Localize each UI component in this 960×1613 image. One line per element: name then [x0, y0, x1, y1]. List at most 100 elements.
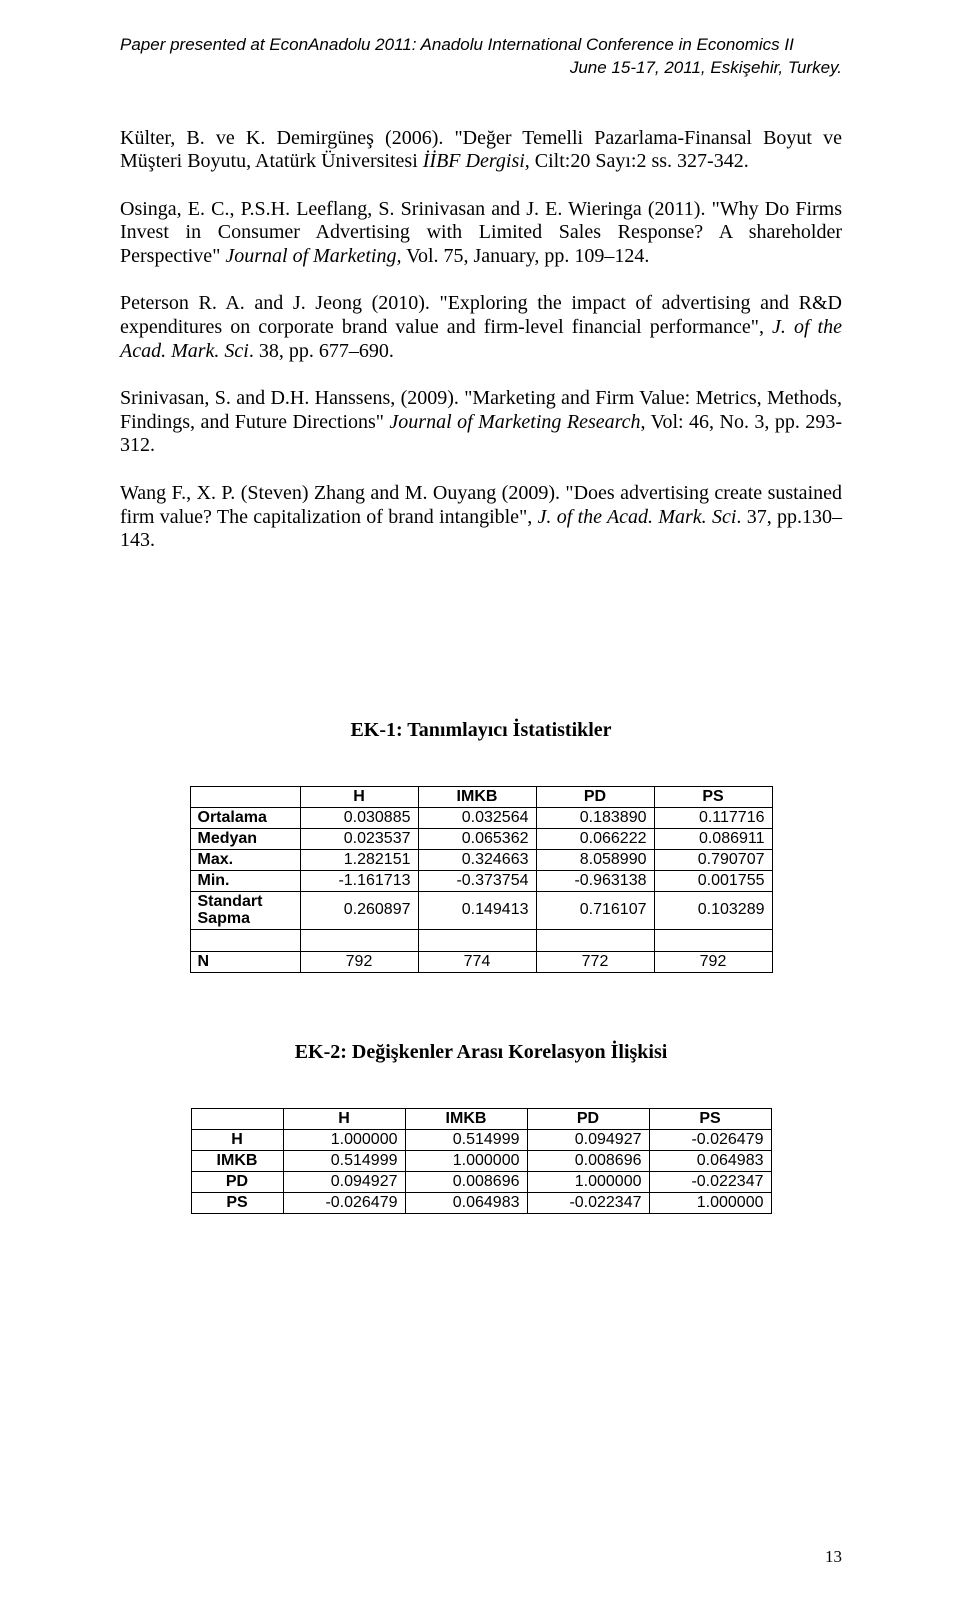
cell: 0.514999	[283, 1151, 405, 1172]
ref-italic: İİBF Dergisi	[423, 150, 525, 172]
ref-text: . 38, pp. 677–690.	[249, 340, 394, 362]
cell: 792	[654, 952, 772, 973]
cell: 0.064983	[649, 1151, 771, 1172]
cell: 1.000000	[649, 1193, 771, 1214]
correlation-table: H IMKB PD PS H 1.000000 0.514999 0.09492…	[191, 1108, 772, 1214]
cell: 0.149413	[418, 891, 536, 929]
reference-3: Peterson R. A. and J. Jeong (2010). "Exp…	[120, 292, 842, 363]
cell: 0.103289	[654, 891, 772, 929]
cell: 0.032564	[418, 807, 536, 828]
col-h: H	[300, 786, 418, 807]
cell: -0.373754	[418, 870, 536, 891]
page: Paper presented at EconAnadolu 2011: Ana…	[0, 0, 960, 1613]
cell: 0.008696	[527, 1151, 649, 1172]
cell: 0.790707	[654, 849, 772, 870]
cell: 0.066222	[536, 828, 654, 849]
ref-italic: J. of the Acad. Mark. Sci	[538, 506, 737, 528]
row-label: Max.	[190, 849, 300, 870]
ref-italic: Journal of Marketing Research	[389, 411, 640, 433]
header-line-2: June 15-17, 2011, Eskişehir, Turkey.	[120, 57, 842, 78]
cell: 0.086911	[654, 828, 772, 849]
reference-5: Wang F., X. P. (Steven) Zhang and M. Ouy…	[120, 482, 842, 553]
cell: 0.324663	[418, 849, 536, 870]
cell	[300, 930, 418, 952]
cell: 772	[536, 952, 654, 973]
appendix-2-title: EK-2: Değişkenler Arası Korelasyon İlişk…	[120, 1041, 842, 1064]
cell: 1.000000	[283, 1130, 405, 1151]
ref-text: Peterson R. A. and J. Jeong (2010). "Exp…	[120, 292, 842, 338]
cell: 0.716107	[536, 891, 654, 929]
cell: 0.008696	[405, 1172, 527, 1193]
header-line-1: Paper presented at EconAnadolu 2011: Ana…	[120, 34, 842, 55]
cell	[418, 930, 536, 952]
cell: 0.260897	[300, 891, 418, 929]
cell: 1.282151	[300, 849, 418, 870]
cell	[190, 930, 300, 952]
ref-text: Vol. 75, January, pp. 109–124.	[401, 245, 649, 267]
table-row: Max. 1.282151 0.324663 8.058990 0.790707	[190, 849, 772, 870]
cell: 0.064983	[405, 1193, 527, 1214]
row-label: PD	[191, 1172, 283, 1193]
row-label: H	[191, 1130, 283, 1151]
cell: 0.065362	[418, 828, 536, 849]
cell: -0.026479	[283, 1193, 405, 1214]
cell: 0.094927	[283, 1172, 405, 1193]
cell: 0.023537	[300, 828, 418, 849]
col-ps: PS	[654, 786, 772, 807]
table-row: PS -0.026479 0.064983 -0.022347 1.000000	[191, 1193, 771, 1214]
cell: -0.963138	[536, 870, 654, 891]
table-row: H 1.000000 0.514999 0.094927 -0.026479	[191, 1130, 771, 1151]
cell: 792	[300, 952, 418, 973]
col-pd: PD	[536, 786, 654, 807]
cell: 0.001755	[654, 870, 772, 891]
row-label: Standart Sapma	[190, 891, 300, 929]
table-row: Medyan 0.023537 0.065362 0.066222 0.0869…	[190, 828, 772, 849]
references-block: Külter, B. ve K. Demirgüneş (2006). "Değ…	[120, 127, 842, 553]
row-label: Ortalama	[190, 807, 300, 828]
table-row: Standart Sapma 0.260897 0.149413 0.71610…	[190, 891, 772, 929]
table-row-n: N 792 774 772 792	[190, 952, 772, 973]
row-label: PS	[191, 1193, 283, 1214]
table-header-row: H IMKB PD PS	[191, 1109, 771, 1130]
table-spacer-row	[190, 930, 772, 952]
col-imkb: IMKB	[405, 1109, 527, 1130]
table-row: IMKB 0.514999 1.000000 0.008696 0.064983	[191, 1151, 771, 1172]
table-header-row: H IMKB PD PS	[190, 786, 772, 807]
page-number: 13	[825, 1547, 842, 1567]
cell: 8.058990	[536, 849, 654, 870]
table-row: Ortalama 0.030885 0.032564 0.183890 0.11…	[190, 807, 772, 828]
cell: -1.161713	[300, 870, 418, 891]
reference-1: Külter, B. ve K. Demirgüneş (2006). "Değ…	[120, 127, 842, 174]
cell: 0.514999	[405, 1130, 527, 1151]
row-label: Medyan	[190, 828, 300, 849]
col-ps: PS	[649, 1109, 771, 1130]
col-blank	[190, 786, 300, 807]
cell: 0.030885	[300, 807, 418, 828]
cell: 0.183890	[536, 807, 654, 828]
cell: -0.026479	[649, 1130, 771, 1151]
reference-2: Osinga, E. C., P.S.H. Leeflang, S. Srini…	[120, 198, 842, 269]
cell: 774	[418, 952, 536, 973]
col-blank	[191, 1109, 283, 1130]
ref-text: , Cilt:20 Sayı:2 ss. 327-342.	[525, 150, 749, 172]
cell: 1.000000	[405, 1151, 527, 1172]
descriptive-stats-table: H IMKB PD PS Ortalama 0.030885 0.032564 …	[190, 786, 773, 973]
cell: 0.094927	[527, 1130, 649, 1151]
col-imkb: IMKB	[418, 786, 536, 807]
col-pd: PD	[527, 1109, 649, 1130]
row-label: N	[190, 952, 300, 973]
cell	[654, 930, 772, 952]
row-label: Min.	[190, 870, 300, 891]
table-row: PD 0.094927 0.008696 1.000000 -0.022347	[191, 1172, 771, 1193]
ref-italic: Journal of Marketing,	[225, 245, 401, 267]
cell: -0.022347	[649, 1172, 771, 1193]
col-h: H	[283, 1109, 405, 1130]
cell	[536, 930, 654, 952]
table-row: Min. -1.161713 -0.373754 -0.963138 0.001…	[190, 870, 772, 891]
row-label: IMKB	[191, 1151, 283, 1172]
appendix-1-title: EK-1: Tanımlayıcı İstatistikler	[120, 719, 842, 742]
reference-4: Srinivasan, S. and D.H. Hanssens, (2009)…	[120, 387, 842, 458]
cell: 1.000000	[527, 1172, 649, 1193]
cell: -0.022347	[527, 1193, 649, 1214]
cell: 0.117716	[654, 807, 772, 828]
